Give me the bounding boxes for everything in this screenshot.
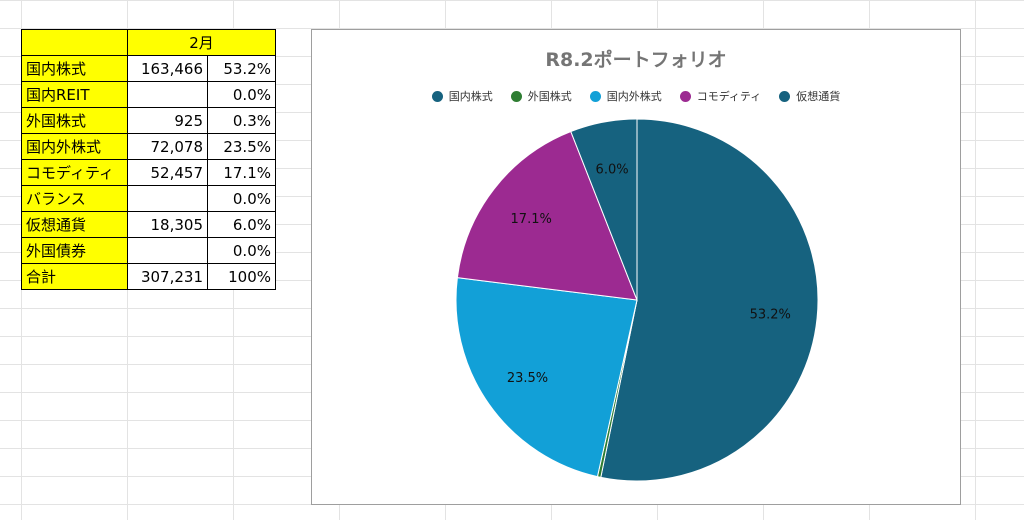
percent-cell[interactable]: 100% [207, 263, 276, 290]
amount-cell[interactable]: 72,078 [127, 133, 208, 160]
data-table: 2月 国内株式 163,466 53.2% 国内REIT 0.0% 外国株式 925 0.3% 国… [21, 29, 276, 290]
percent-cell[interactable]: 0.0% [207, 81, 276, 108]
table-row: 国内外株式 72,078 23.5% [21, 133, 276, 160]
slice-label: 17.1% [511, 212, 552, 227]
percent-cell[interactable]: 6.0% [207, 211, 276, 238]
category-cell[interactable]: 国内REIT [21, 81, 128, 108]
percent-cell[interactable]: 53.2% [207, 55, 276, 82]
amount-cell[interactable] [127, 185, 208, 212]
category-cell[interactable]: コモディティ [21, 159, 128, 186]
slice-label: 23.5% [507, 371, 548, 386]
percent-cell[interactable]: 0.0% [207, 237, 276, 264]
amount-cell[interactable]: 163,466 [127, 55, 208, 82]
pie-slice[interactable] [600, 118, 819, 482]
chart-legend: 国内株式 外国株式 国内外株式 コモディティ 仮想通貨 [312, 88, 960, 104]
percent-cell[interactable]: 0.0% [207, 185, 276, 212]
amount-cell[interactable]: 52,457 [127, 159, 208, 186]
table-row: 仮想通貨 18,305 6.0% [21, 211, 276, 238]
slice-label: 53.2% [750, 307, 791, 322]
legend-item[interactable]: 外国株式 [510, 88, 572, 104]
table-header-row: 2月 [21, 29, 276, 56]
table-row: 国内REIT 0.0% [21, 81, 276, 108]
chart-title: R8.2ポートフォリオ [545, 49, 727, 71]
legend-swatch [779, 90, 791, 102]
amount-cell[interactable]: 925 [127, 107, 208, 134]
legend-item[interactable]: 国内外株式 [589, 88, 662, 104]
legend-label: 仮想通貨 [796, 90, 841, 103]
legend-swatch [510, 90, 522, 102]
category-cell[interactable]: 外国債券 [21, 237, 128, 264]
pie-slice[interactable] [455, 277, 638, 478]
pie-chart[interactable]: R8.2ポートフォリオ 国内株式 外国株式 国内外株式 コモディティ 仮想通貨 53.2… [311, 29, 961, 505]
legend-item[interactable]: 仮想通貨 [779, 88, 840, 104]
pie-slice[interactable] [456, 130, 638, 301]
slice-label: 6.0% [596, 162, 629, 177]
amount-cell[interactable]: 307,231 [127, 263, 208, 290]
category-cell[interactable]: 国内株式 [21, 55, 128, 82]
table-row: 外国債券 0.0% [21, 237, 276, 264]
table-row: 国内株式 163,466 53.2% [21, 55, 276, 82]
category-cell[interactable]: バランス [21, 185, 128, 212]
legend-label: 外国株式 [527, 90, 572, 103]
percent-cell[interactable]: 23.5% [207, 133, 276, 160]
pie-slice[interactable] [570, 118, 638, 301]
month-header-cell[interactable]: 2月 [127, 29, 276, 56]
legend-swatch [431, 90, 443, 102]
legend-label: 国内外株式 [606, 90, 662, 103]
legend-item[interactable]: 国内株式 [431, 88, 493, 104]
legend-label: コモディティ [696, 90, 762, 103]
amount-cell[interactable] [127, 237, 208, 264]
legend-label: 国内株式 [448, 90, 493, 103]
category-cell[interactable]: 外国株式 [21, 107, 128, 134]
amount-cell[interactable]: 18,305 [127, 211, 208, 238]
percent-cell[interactable]: 17.1% [207, 159, 276, 186]
legend-swatch [589, 90, 601, 102]
category-cell[interactable]: 仮想通貨 [21, 211, 128, 238]
table-row: 合計 307,231 100% [21, 263, 276, 290]
category-cell[interactable]: 国内外株式 [21, 133, 128, 160]
table-row: 外国株式 925 0.3% [21, 107, 276, 134]
legend-swatch [679, 90, 691, 102]
category-cell[interactable]: 合計 [21, 263, 128, 290]
legend-item[interactable]: コモディティ [679, 88, 762, 104]
header-empty-cell[interactable] [21, 29, 128, 56]
percent-cell[interactable]: 0.3% [207, 107, 276, 134]
table-row: バランス 0.0% [21, 185, 276, 212]
amount-cell[interactable] [127, 81, 208, 108]
table-row: コモディティ 52,457 17.1% [21, 159, 276, 186]
pie-svg: 53.2% 23.5% 17.1% 6.0% [455, 118, 819, 482]
